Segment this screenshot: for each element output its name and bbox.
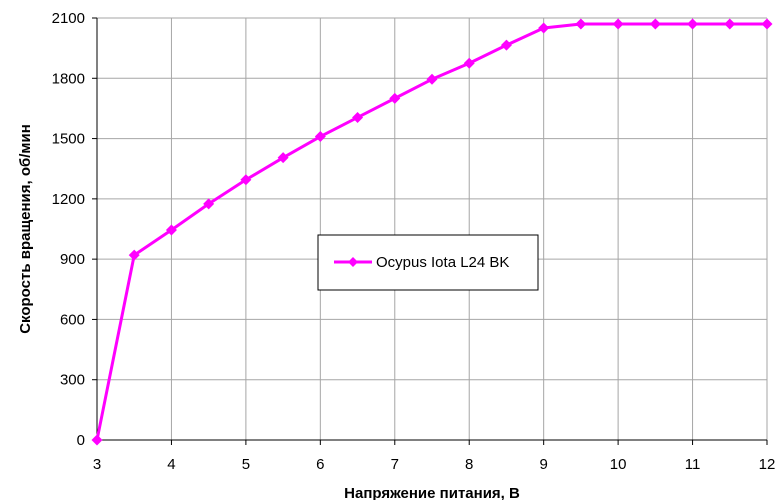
data-point (463, 57, 475, 69)
legend-marker (348, 257, 358, 267)
x-tick-label: 3 (93, 456, 101, 473)
axes (92, 17, 768, 445)
y-tick-label: 1500 (52, 131, 85, 148)
legend: Ocypus Iota L24 BK (317, 234, 539, 291)
data-point (277, 152, 289, 164)
data-point (91, 434, 103, 446)
x-tick-label: 6 (316, 456, 324, 473)
data-point (500, 39, 512, 51)
data-point (687, 18, 699, 30)
plot-area (97, 18, 767, 440)
y-tick-labels: 0 300 600 900 1200 1500 1800 2100 (52, 10, 85, 449)
data-point (165, 224, 177, 236)
data-point (352, 111, 364, 123)
x-tick-label: 12 (759, 456, 776, 473)
y-tick-label: 1200 (52, 191, 85, 208)
x-tick-label: 7 (391, 456, 399, 473)
x-tick-label: 10 (610, 456, 627, 473)
series-group (91, 18, 773, 446)
data-point (203, 198, 215, 210)
data-point (538, 22, 550, 34)
data-point (426, 73, 438, 85)
data-point (649, 18, 661, 30)
x-tick-label: 9 (539, 456, 547, 473)
data-point (612, 18, 624, 30)
y-tick-label: 300 (60, 372, 85, 389)
x-tick-labels: 3 4 5 6 7 8 9 10 11 12 (93, 456, 776, 473)
x-axis-title: Напряжение питания, В (344, 485, 520, 500)
data-point (724, 18, 736, 30)
data-point (389, 92, 401, 104)
x-tick-label: 11 (685, 456, 701, 473)
y-tick-label: 0 (77, 432, 85, 449)
x-tick-label: 5 (242, 456, 250, 473)
y-tick-label: 2100 (52, 10, 85, 27)
y-tick-label: 1800 (52, 70, 85, 87)
x-tick-label: 4 (167, 456, 175, 473)
data-point (240, 174, 252, 186)
y-tick-label: 900 (60, 251, 85, 268)
x-tick-label: 8 (465, 456, 473, 473)
data-point (761, 18, 773, 30)
data-point (314, 131, 326, 143)
y-axis-title: Скорость вращения, об/мин (17, 124, 34, 334)
data-point (128, 249, 140, 261)
legend-label: Ocypus Iota L24 BK (376, 254, 509, 271)
y-tick-label: 600 (60, 311, 85, 328)
data-point (575, 18, 587, 30)
